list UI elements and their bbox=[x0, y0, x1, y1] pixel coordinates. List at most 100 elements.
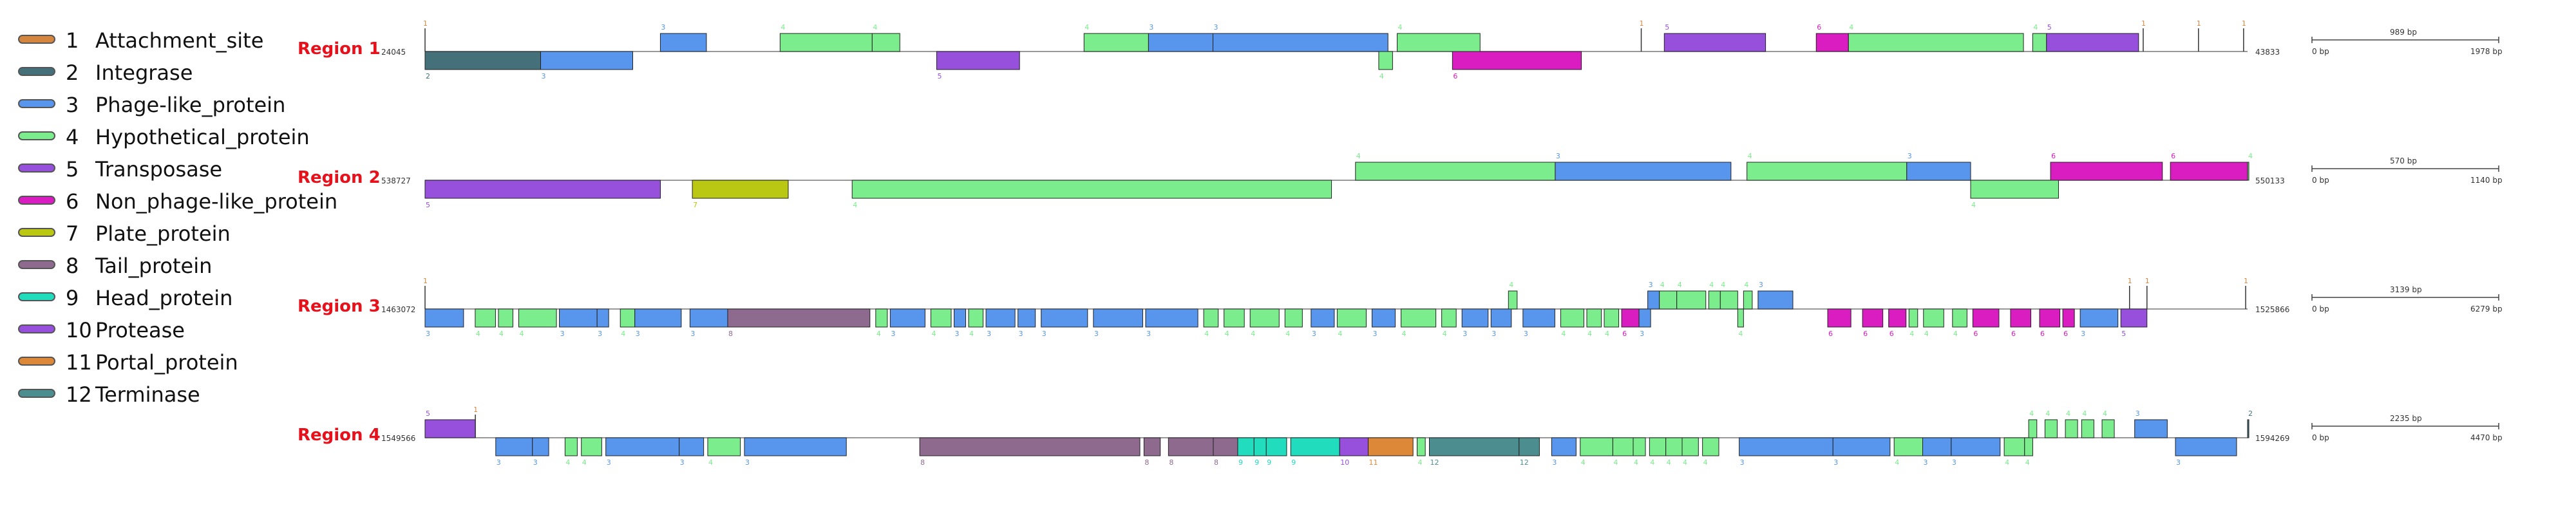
gene-feature bbox=[559, 308, 598, 328]
gene-feature bbox=[1747, 162, 1908, 181]
gene-feature bbox=[953, 308, 967, 328]
feature-index: 9 bbox=[1255, 458, 1259, 467]
scale-bar-min: 0 bp bbox=[2312, 176, 2329, 185]
feature-index: 3 bbox=[607, 458, 611, 467]
feature-index: 1 bbox=[473, 406, 478, 414]
gene-feature bbox=[1490, 308, 1512, 328]
feature-index: 4 bbox=[1356, 152, 1361, 160]
gene-feature bbox=[1213, 33, 1388, 52]
region-end-coord: 43833 bbox=[2255, 48, 2280, 57]
gene-feature bbox=[1397, 33, 1481, 52]
gene-feature bbox=[2032, 33, 2047, 52]
feature-index: 6 bbox=[1863, 330, 1868, 338]
gene-feature bbox=[1757, 290, 1794, 310]
feature-index: 1 bbox=[2242, 19, 2246, 28]
legend-label: Non_phage-like_protein bbox=[95, 189, 338, 214]
gene-feature bbox=[727, 308, 871, 328]
feature-index: 3 bbox=[680, 458, 685, 467]
feature-index: 4 bbox=[1338, 330, 1342, 338]
legend-label: Portal_protein bbox=[95, 350, 238, 375]
feature-index: 6 bbox=[1817, 23, 1821, 32]
feature-index: 4 bbox=[1953, 330, 1958, 338]
legend-number: 11 bbox=[66, 350, 92, 375]
feature-index: 3 bbox=[690, 330, 695, 338]
gene-feature bbox=[1908, 308, 1918, 328]
legend-swatch bbox=[18, 67, 55, 76]
gene-feature bbox=[1522, 308, 1555, 328]
gene-feature bbox=[1452, 51, 1582, 70]
legend-item: 12 Terminase bbox=[13, 380, 296, 408]
feature-index: 4 bbox=[1418, 458, 1423, 467]
legend-swatch bbox=[18, 389, 55, 398]
feature-index: 3 bbox=[1649, 281, 1653, 289]
gene-feature bbox=[2134, 419, 2168, 438]
gene-feature bbox=[596, 308, 609, 328]
region-start-coord: 538727 bbox=[381, 176, 411, 185]
gene-feature bbox=[1237, 437, 1255, 456]
gene-feature bbox=[2024, 437, 2033, 456]
gene-feature bbox=[1018, 308, 1036, 328]
feature-index: 1 bbox=[423, 19, 428, 28]
feature-index: 3 bbox=[1042, 330, 1046, 338]
gene-feature bbox=[1737, 308, 1744, 328]
feature-index: 4 bbox=[2045, 409, 2050, 418]
region-label: Region 4 bbox=[298, 426, 381, 445]
gene-feature bbox=[779, 33, 873, 52]
gene-feature bbox=[1743, 290, 1753, 310]
legend-number: 12 bbox=[66, 382, 92, 407]
gene-feature bbox=[930, 308, 952, 328]
gene-feature bbox=[2044, 419, 2058, 438]
gene-feature bbox=[744, 437, 847, 456]
feature-index: 3 bbox=[1146, 330, 1151, 338]
legend-label: Protease bbox=[95, 318, 185, 342]
gene-feature bbox=[1336, 308, 1367, 328]
feature-index: 3 bbox=[1924, 458, 1928, 467]
gene-feature bbox=[1739, 437, 1833, 456]
scale-bar-min: 0 bp bbox=[2312, 47, 2329, 56]
legend-item: 2 Integrase bbox=[13, 58, 296, 86]
gene-feature bbox=[1311, 308, 1335, 328]
gene-feature bbox=[1848, 33, 2024, 52]
feature-index: 1 bbox=[423, 277, 428, 285]
feature-index: 4 bbox=[969, 330, 974, 338]
feature-index: 3 bbox=[1833, 458, 1838, 467]
gene-feature bbox=[1461, 308, 1489, 328]
gene-feature bbox=[1647, 290, 1660, 310]
gene-feature bbox=[1284, 308, 1303, 328]
feature-index: 9 bbox=[1291, 458, 1296, 467]
gene-feature bbox=[1253, 437, 1267, 456]
gene-feature bbox=[1378, 51, 1393, 70]
region-label: Region 1 bbox=[298, 39, 381, 59]
feature-index: 12 bbox=[1430, 458, 1439, 467]
feature-index: 4 bbox=[2033, 23, 2038, 32]
legend-item: 4 Hypothetical_protein bbox=[13, 122, 310, 151]
feature-index: 4 bbox=[1909, 330, 1914, 338]
gene-feature bbox=[692, 180, 789, 199]
region-start-coord: 1549566 bbox=[381, 434, 415, 443]
feature-index: 3 bbox=[541, 72, 545, 80]
feature-index: 4 bbox=[1509, 281, 1513, 289]
feature-index: 3 bbox=[1740, 458, 1745, 467]
feature-index: 4 bbox=[2029, 409, 2034, 418]
gene-feature bbox=[1923, 308, 1944, 328]
legend-number: 5 bbox=[66, 157, 79, 182]
feature-index: 11 bbox=[1369, 458, 1378, 467]
gene-feature bbox=[2120, 308, 2148, 328]
gene-feature bbox=[2081, 419, 2094, 438]
gene-feature bbox=[1339, 437, 1369, 456]
scale-bar-max: 6279 bp bbox=[2470, 304, 2503, 314]
scale-bar-midpoint: 3139 bp bbox=[2390, 285, 2422, 294]
feature-index: 4 bbox=[1744, 281, 1748, 289]
gene-feature bbox=[1676, 290, 1707, 310]
feature-index: 3 bbox=[1908, 152, 1912, 160]
feature-index: 3 bbox=[1552, 458, 1557, 467]
feature-index: 1 bbox=[2145, 277, 2150, 285]
gene-feature bbox=[1612, 437, 1634, 456]
feature-index: 4 bbox=[1971, 201, 1976, 209]
feature-index: 4 bbox=[1721, 281, 1725, 289]
gene-feature bbox=[1832, 437, 1891, 456]
legend-number: 9 bbox=[66, 286, 79, 310]
gene-feature bbox=[707, 437, 741, 456]
legend-swatch bbox=[18, 35, 55, 44]
gene-feature bbox=[2046, 33, 2139, 52]
